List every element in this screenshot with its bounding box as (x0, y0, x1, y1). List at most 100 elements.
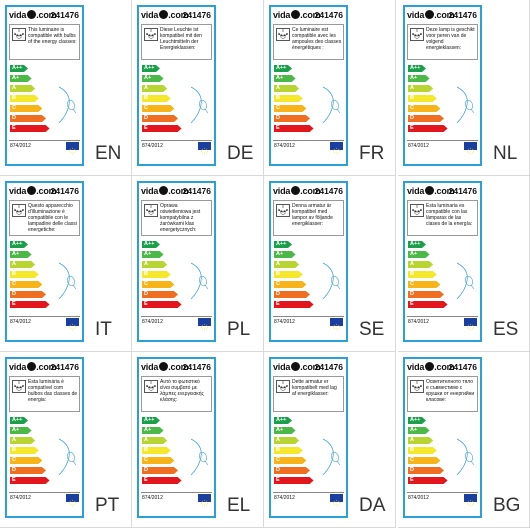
footer-divider (407, 492, 478, 493)
energy-class-bar: D (274, 467, 310, 474)
compatibility-box: Oprawa oświetleniowa jest kompatybilna z… (141, 200, 212, 236)
brand-logo: vida .com (9, 186, 57, 196)
energy-class-bar: C (142, 457, 174, 464)
chandelier-icon (144, 380, 158, 393)
label-cell-da: vida .com 241476 Dette armatur er kompatibe… (264, 352, 396, 528)
eu-flag-icon (66, 318, 79, 331)
energy-class-bar: D (408, 115, 444, 122)
energy-class-bar: D (142, 115, 178, 122)
label-cell-se: vida .com 241476 Denna armatur är kompatibe… (264, 176, 396, 352)
compatibility-text: Denna armatur är kompatibel med lampor a… (292, 203, 333, 227)
compatibility-box: Deze lamp is geschikt voor peren van de … (407, 24, 478, 60)
energy-class-bar: A (10, 261, 35, 268)
regulation-number: 874/2012 (408, 319, 429, 325)
label-cell-bg: vida .com 241476 Осветителното тяло е съвме… (398, 352, 530, 528)
energy-class-bar: D (10, 291, 46, 298)
label-cell-de: vida .com 241476 Diese Leuchte ist kompatib… (132, 0, 264, 176)
compatibility-text: Deze lamp is geschikt voor peren van de … (426, 27, 475, 51)
energy-class-bar: C (10, 105, 42, 112)
chandelier-icon (144, 28, 158, 41)
energy-class-bar: B (408, 271, 437, 278)
energy-class-scale: A++ A+ A B C D E (142, 417, 184, 489)
brand-disc-icon (159, 10, 169, 19)
chandelier-icon (276, 380, 290, 393)
eu-flag-icon (198, 318, 211, 331)
compatibility-box: This luminaire is compatible with bulbs … (9, 24, 80, 60)
energy-class-bar: A+ (142, 427, 164, 434)
bulb-bracket-icon (189, 261, 213, 306)
compatibility-box: Esta luminaria es compatible con las lám… (407, 200, 478, 236)
compatibility-box: Dette armatur er kompatibelt med lag af … (273, 376, 344, 412)
energy-class-bar: E (274, 125, 314, 132)
energy-class-scale: A++ A+ A B C D E (274, 417, 316, 489)
language-code: PT (95, 495, 120, 516)
eu-flag-icon (66, 142, 79, 155)
compatibility-text: This luminaire is compatible with bulbs … (28, 27, 77, 45)
energy-class-bar: A++ (408, 417, 426, 424)
energy-label: vida .com 241476 Denna armatur är kompatibe… (269, 181, 348, 342)
brand-disc-icon (159, 186, 169, 195)
brand-disc-icon (425, 10, 435, 19)
bulb-bracket-icon (455, 437, 479, 482)
energy-class-bar: A (408, 437, 433, 444)
product-code: 241476 (448, 10, 477, 20)
brand-text: vida (273, 362, 291, 372)
compatibility-box: Осветителното тяло е съвместимо с крушки… (407, 376, 478, 412)
brand-suffix: .com (168, 362, 189, 372)
language-code: BG (493, 495, 521, 516)
product-code: 241476 (182, 362, 211, 372)
compatibility-text: Dette armatur er kompatibelt med lag af … (292, 379, 337, 397)
eu-flag-icon (330, 142, 343, 155)
regulation-number: 874/2012 (10, 143, 31, 149)
energy-class-bar: E (142, 477, 182, 484)
regulation-number: 874/2012 (274, 319, 295, 325)
compatibility-text: Oprawa oświetleniowa jest kompatybilna z… (160, 203, 201, 233)
regulation-number: 874/2012 (10, 495, 31, 501)
brand-suffix: .com (300, 186, 321, 196)
brand-suffix: .com (300, 10, 321, 20)
compatibility-box: Diese Leuchte ist kompatibel mit den Leu… (141, 24, 212, 60)
energy-class-scale: A++ A+ A B C D E (408, 241, 450, 313)
language-code: ES (493, 319, 519, 340)
product-code: 241476 (182, 186, 211, 196)
energy-class-bar: E (10, 125, 50, 132)
brand-suffix: .com (36, 186, 57, 196)
compatibility-box: Esta luminária é compatível com bulbos d… (9, 376, 80, 412)
regulation-number: 874/2012 (142, 495, 163, 501)
brand-text: vida (9, 10, 27, 20)
compatibility-text: Αυτό το φωτιστικό είναι συμβατό με λάμπε… (160, 379, 204, 403)
energy-class-bar: C (10, 457, 42, 464)
language-code: DA (359, 495, 386, 516)
footer-divider (273, 492, 344, 493)
brand-disc-icon (291, 10, 301, 19)
compatibility-text: Questo apparecchio d'illuminazione è com… (28, 203, 77, 233)
eu-flag-icon (464, 494, 477, 507)
brand-disc-icon (27, 186, 37, 195)
label-cell-en: vida .com 241476 This luminaire is compatib… (0, 0, 132, 176)
energy-class-bar: C (274, 105, 306, 112)
energy-class-bar: E (10, 301, 50, 308)
energy-class-bar: A+ (142, 75, 164, 82)
energy-class-bar: C (10, 281, 42, 288)
bulb-bracket-icon (321, 437, 345, 482)
product-code: 241476 (182, 10, 211, 20)
energy-class-bar: D (10, 115, 46, 122)
language-code: IT (95, 319, 112, 340)
energy-class-bar: A+ (274, 75, 296, 82)
energy-class-bar: C (408, 105, 440, 112)
chandelier-icon (276, 28, 290, 41)
energy-class-bar: B (10, 271, 39, 278)
language-code: PL (227, 319, 251, 340)
energy-label: vida .com 241476 Esta luminária é compatíve… (5, 357, 84, 518)
regulation-number: 874/2012 (10, 319, 31, 325)
energy-class-bar: D (274, 291, 310, 298)
energy-class-bar: D (408, 291, 444, 298)
label-cell-it: vida .com 241476 Questo apparecchio d'illum… (0, 176, 132, 352)
energy-class-scale: A++ A+ A B C D E (142, 241, 184, 313)
label-cell-fr: vida .com 241476 Ce luminaire est compatibl… (264, 0, 396, 176)
energy-class-bar: A (274, 437, 299, 444)
energy-class-bar: E (408, 301, 448, 308)
footer-divider (407, 316, 478, 317)
language-code: FR (359, 143, 385, 164)
brand-disc-icon (27, 362, 37, 371)
